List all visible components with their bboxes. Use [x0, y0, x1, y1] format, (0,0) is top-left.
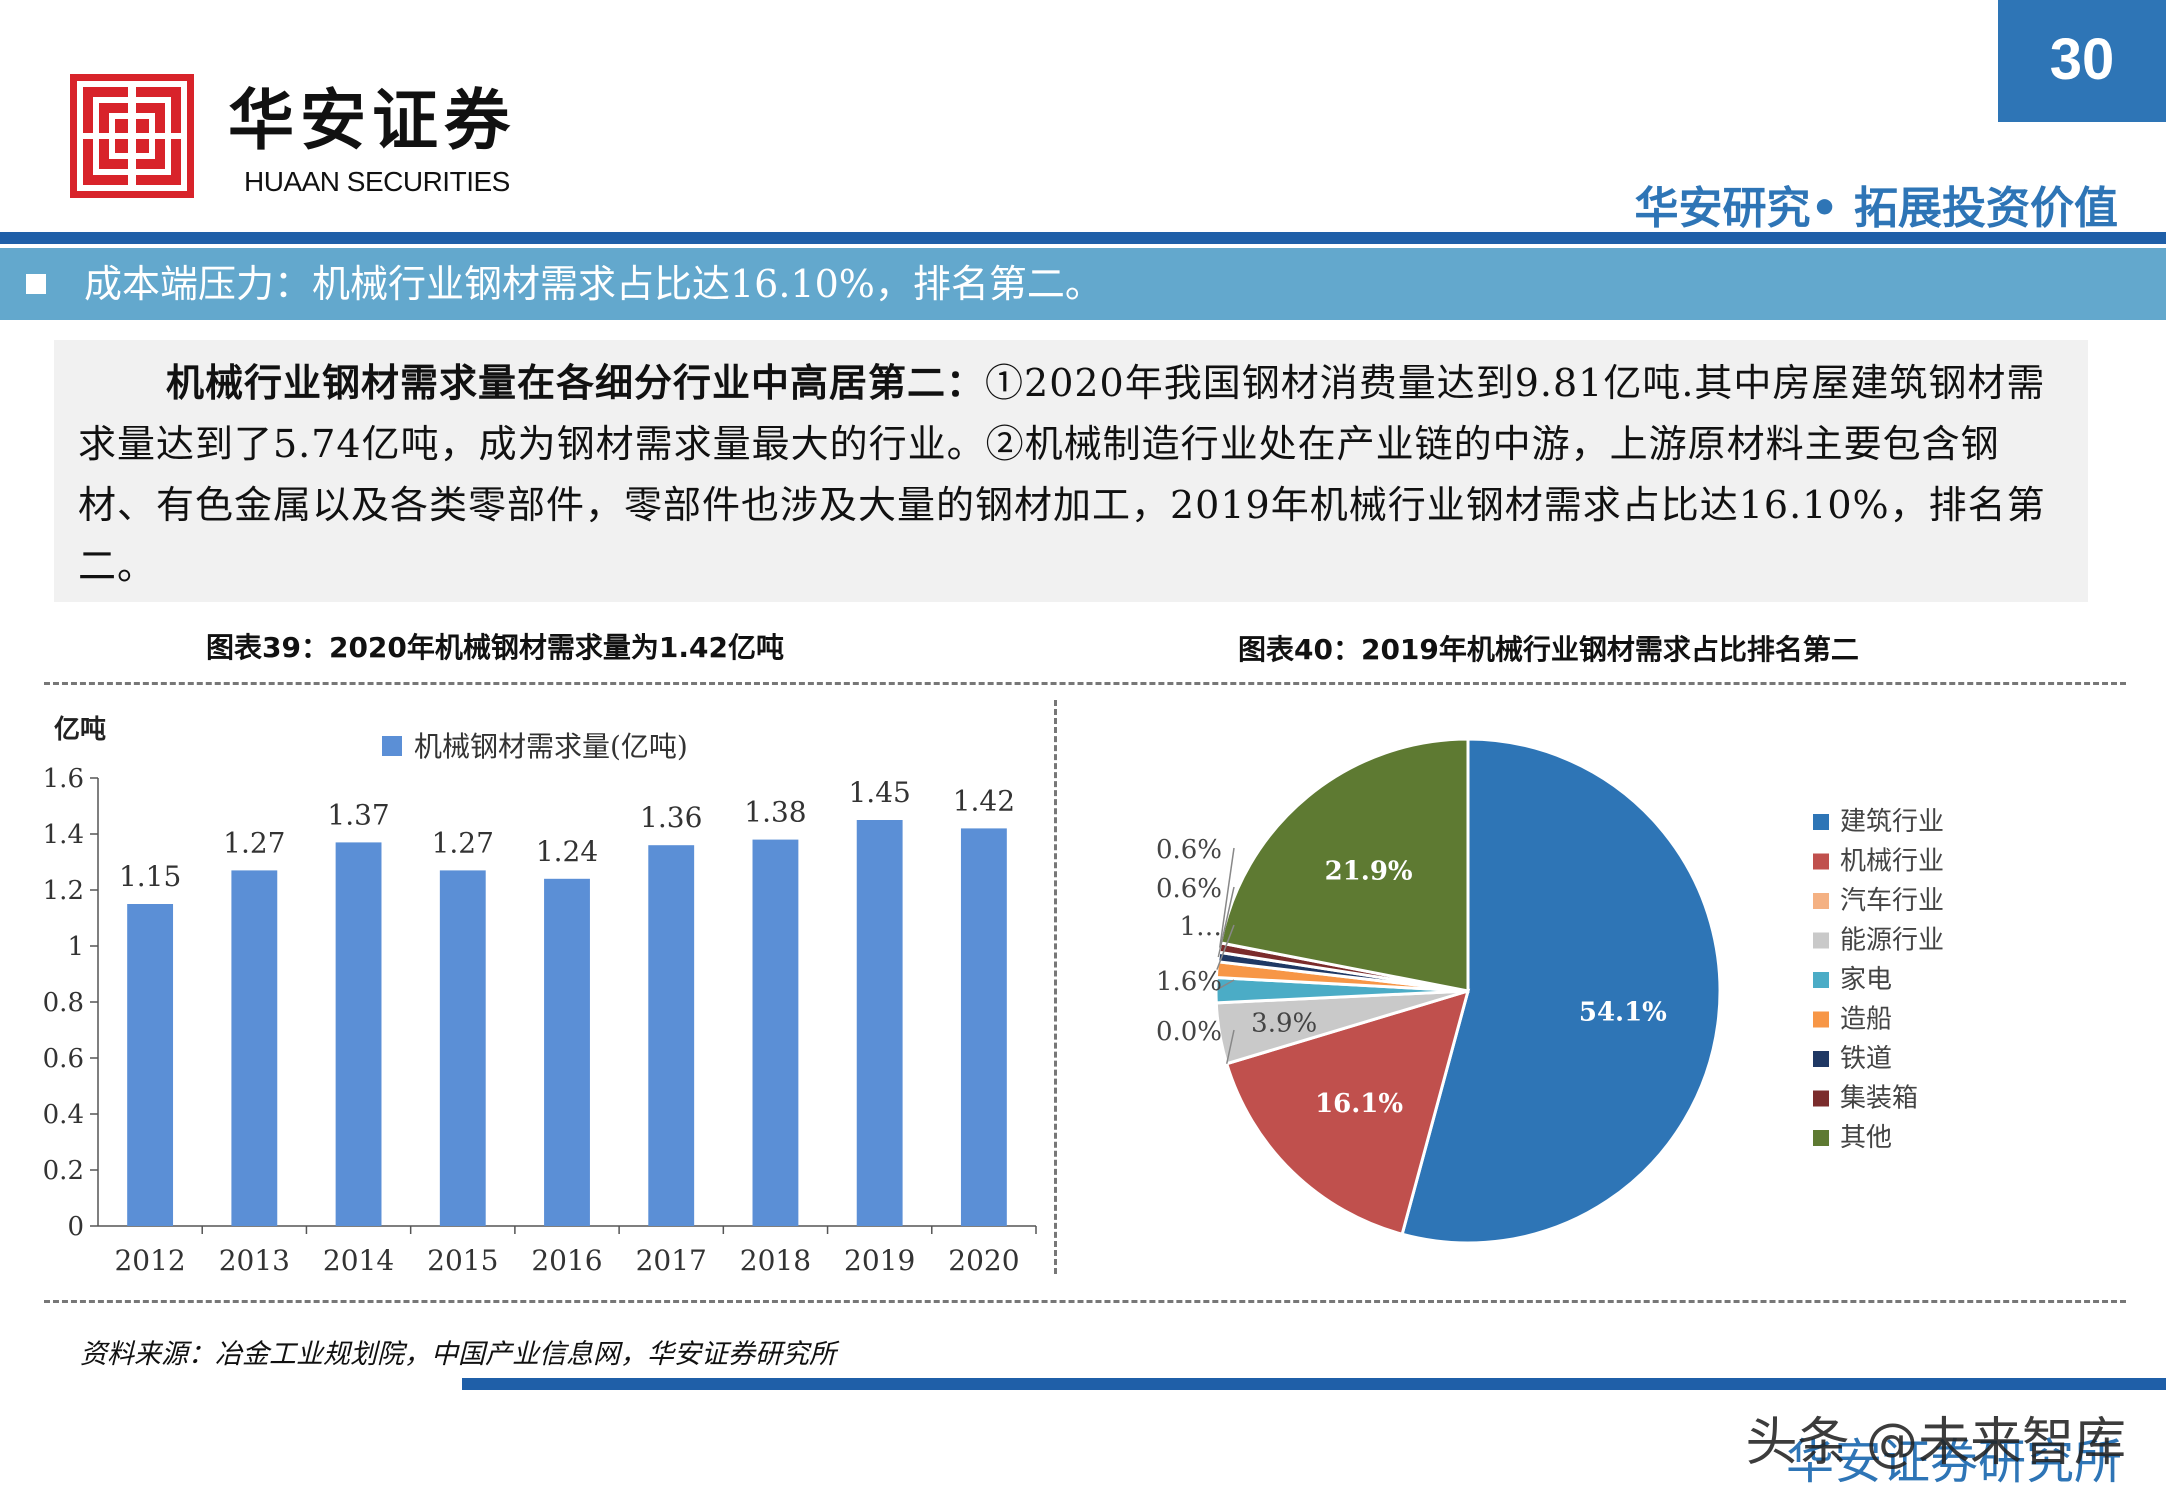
legend-label-4: 家电: [1840, 965, 1892, 995]
header-divider: [0, 232, 2166, 244]
dashed-divider-middle: [1054, 700, 1057, 1274]
figure-39-title: 图表39：2020年机械钢材需求量为1.42亿吨: [206, 631, 784, 664]
pie-leader-line-4: [1215, 979, 1235, 991]
y-tick-label: 0.2: [43, 1156, 84, 1186]
figure-40-title: 图表40：2019年机械行业钢材需求占比排名第二: [1238, 633, 1859, 666]
bar-2017: [648, 845, 695, 1226]
x-tick-label-2017: 2017: [636, 1244, 707, 1277]
bar-2012: [127, 904, 174, 1226]
legend-label: 机械钢材需求量(亿吨): [414, 730, 688, 763]
legend-label-3: 能源行业: [1840, 926, 1944, 956]
y-tick-label: 1.2: [43, 876, 84, 906]
intro-paragraph: 机械行业钢材需求量在各细分行业中高居第二：①2020年我国钢材消费量达到9.81…: [78, 352, 2068, 597]
legend-swatch-5: [1813, 1011, 1829, 1028]
data-label-2012: 1.15: [119, 860, 181, 893]
pie-leader-line-6: [1217, 886, 1235, 958]
data-label-2014: 1.37: [327, 798, 389, 831]
x-tick-label-2014: 2014: [323, 1244, 394, 1277]
intro-panel: [54, 340, 2088, 602]
bar-2014: [335, 842, 382, 1226]
pie-leader-line-7: [1219, 847, 1235, 948]
y-tick-label: 1.6: [43, 764, 84, 794]
pie-label-6: 0.6%: [1156, 874, 1222, 904]
legend-swatch-0: [1813, 814, 1829, 830]
footer-brand: 华安证券研究所: [1785, 1434, 2122, 1490]
logo-english-name: HUAAN SECURITIES: [244, 166, 510, 197]
pie-slice-1: [1224, 988, 1471, 1237]
legend-swatch-2: [1813, 893, 1829, 909]
pie-label-7: 0.6%: [1156, 835, 1222, 865]
x-tick-label-2018: 2018: [740, 1244, 811, 1277]
pie-label-8: 21.9%: [1325, 856, 1413, 886]
data-label-2019: 1.45: [848, 776, 910, 809]
pie-label-5: 1…: [1179, 912, 1222, 942]
data-label-2016: 1.24: [536, 835, 598, 868]
y-tick-label: 0.4: [43, 1100, 84, 1130]
y-tick-label: 1: [67, 932, 84, 962]
dashed-divider-bottom: [44, 1300, 2126, 1303]
section-title: 成本端压力：机械行业钢材需求占比达16.10%，排名第二。: [84, 262, 1103, 306]
legend-swatch-3: [1813, 932, 1829, 949]
x-tick-label-2020: 2020: [948, 1244, 1019, 1277]
footer-divider: [462, 1378, 2166, 1390]
bar-2015: [439, 870, 486, 1226]
logo-mark-icon: [70, 74, 194, 198]
data-label-2013: 1.27: [223, 826, 285, 859]
watermark: 头条 @未来智库: [1745, 1413, 2126, 1473]
bar-2019: [856, 820, 903, 1226]
data-label-2020: 1.42: [953, 784, 1015, 817]
intro-body: ①2020年我国钢材消费量达到9.81亿吨.其中房屋建筑钢材需求量达到了5.74…: [78, 361, 2046, 588]
y-tick-label: 0.6: [43, 1044, 84, 1074]
page-number-box: 30: [1998, 0, 2166, 122]
y-axis-label: 亿吨: [54, 715, 106, 745]
x-tick-label-2015: 2015: [427, 1244, 498, 1277]
logo-chinese-name: 华安证券: [228, 81, 516, 159]
legend-swatch-7: [1813, 1090, 1829, 1107]
legend-label-8: 其他: [1840, 1123, 1892, 1153]
source-note: 资料来源：冶金工业规划院，中国产业信息网，华安证券研究所: [80, 1339, 836, 1370]
page-number: 30: [2049, 27, 2115, 92]
legend-label-6: 铁道: [1840, 1044, 1892, 1074]
x-tick-label-2013: 2013: [219, 1244, 290, 1277]
dashed-divider-top: [44, 682, 2126, 685]
pie-slice-0: [1400, 737, 1722, 1245]
legend-swatch-8: [1813, 1130, 1829, 1146]
pie-label-4: 1.6%: [1156, 967, 1222, 997]
legend-swatch-1: [1813, 853, 1829, 870]
legend-label-2: 汽车行业: [1840, 886, 1944, 916]
bar-2018: [752, 839, 799, 1226]
legend-swatch: [382, 736, 402, 756]
legend-label-1: 机械行业: [1840, 847, 1944, 877]
slogan: 华安研究• 拓展投资价值: [1634, 183, 2118, 234]
legend-label-7: 集装箱: [1840, 1084, 1918, 1114]
x-tick-label-2012: 2012: [114, 1244, 185, 1277]
y-tick-label: 0: [67, 1212, 84, 1242]
legend-swatch-6: [1813, 1051, 1829, 1067]
pie-label-3: 3.9%: [1251, 1009, 1317, 1039]
y-tick-label: 1.4: [43, 820, 84, 850]
legend-label-0: 建筑行业: [1840, 807, 1944, 837]
x-tick-label-2019: 2019: [844, 1244, 915, 1277]
data-label-2018: 1.38: [744, 796, 806, 829]
legend-label-5: 造船: [1840, 1005, 1892, 1035]
data-label-2015: 1.27: [432, 826, 494, 859]
intro-lead: 机械行业钢材需求量在各细分行业中高居第二：: [166, 360, 986, 405]
bar-2016: [544, 878, 590, 1226]
bullet-square-icon: [26, 274, 46, 294]
bar-2020: [960, 828, 1007, 1226]
pie-label-2: 0.0%: [1156, 1017, 1222, 1047]
section-title-bar: [0, 248, 2166, 320]
pie-leader-line-2: [1225, 1029, 1235, 1064]
bar-2013: [231, 870, 278, 1226]
y-tick-label: 0.8: [43, 988, 84, 1018]
pie-leader-line-5: [1216, 924, 1235, 970]
legend-swatch-4: [1813, 972, 1829, 988]
data-label-2017: 1.36: [640, 801, 702, 834]
pie-label-0: 54.1%: [1579, 998, 1667, 1028]
pie-label-1: 16.1%: [1315, 1089, 1403, 1119]
x-tick-label-2016: 2016: [531, 1244, 602, 1277]
pie-chart: 54.1% 16.1% 3.9% 21.9% 0.0% 1.6% 1… 0.6% 0.6% 建筑行…: [1156, 737, 1944, 1245]
pie-slice-8: [1218, 737, 1470, 993]
bar-chart: 0 0.2 0.4 0.6 0.8 1 1.2 1.4 1.6 亿吨机械钢材需求量(亿吨) 1.15…: [43, 715, 1037, 1277]
